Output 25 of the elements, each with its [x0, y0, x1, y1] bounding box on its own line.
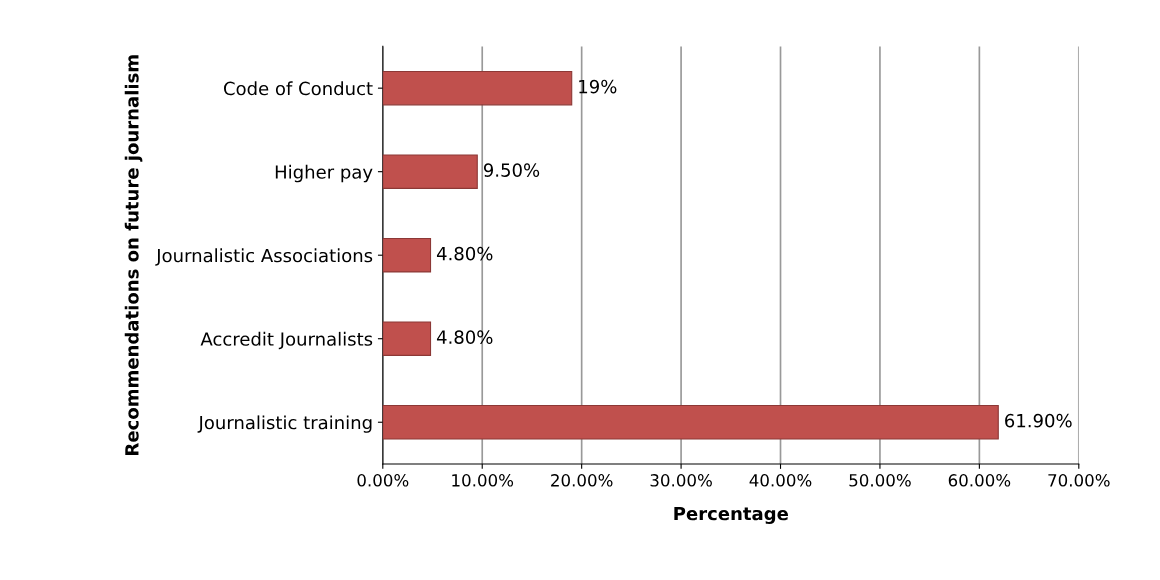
y-tick-label: Accredit Journalists [200, 331, 373, 350]
x-tick-label: 30.00% [650, 474, 712, 487]
bar [382, 237, 432, 273]
x-tick-label: 0.00% [357, 474, 409, 487]
bar [382, 70, 573, 106]
data-label: 61.90% [1005, 413, 1072, 428]
data-label: 19% [579, 79, 617, 94]
data-label: 4.80% [436, 246, 493, 261]
bar [382, 154, 478, 189]
data-label: 9.50% [483, 163, 540, 177]
bar [382, 404, 999, 440]
x-tick-label: 60.00% [948, 474, 1011, 487]
x-tick-label: 10.00% [452, 474, 514, 487]
x-axis-title: Percentage [674, 506, 789, 524]
bar [382, 321, 432, 356]
x-tick-label: 50.00% [849, 474, 911, 487]
data-label: 4.80% [436, 330, 493, 344]
y-axis-title: Recommendations on future journalism [124, 55, 143, 455]
x-tick-label: 70.00% [1048, 474, 1110, 487]
y-tick-label: Journalistic training [197, 415, 372, 433]
x-tick-label: 20.00% [551, 474, 613, 487]
x-tick-label: 40.00% [749, 474, 812, 487]
y-tick-label: Code of Conduct [223, 81, 373, 96]
y-tick-label: Journalistic Associations [155, 248, 373, 266]
y-tick-label: Higher pay [275, 164, 373, 183]
